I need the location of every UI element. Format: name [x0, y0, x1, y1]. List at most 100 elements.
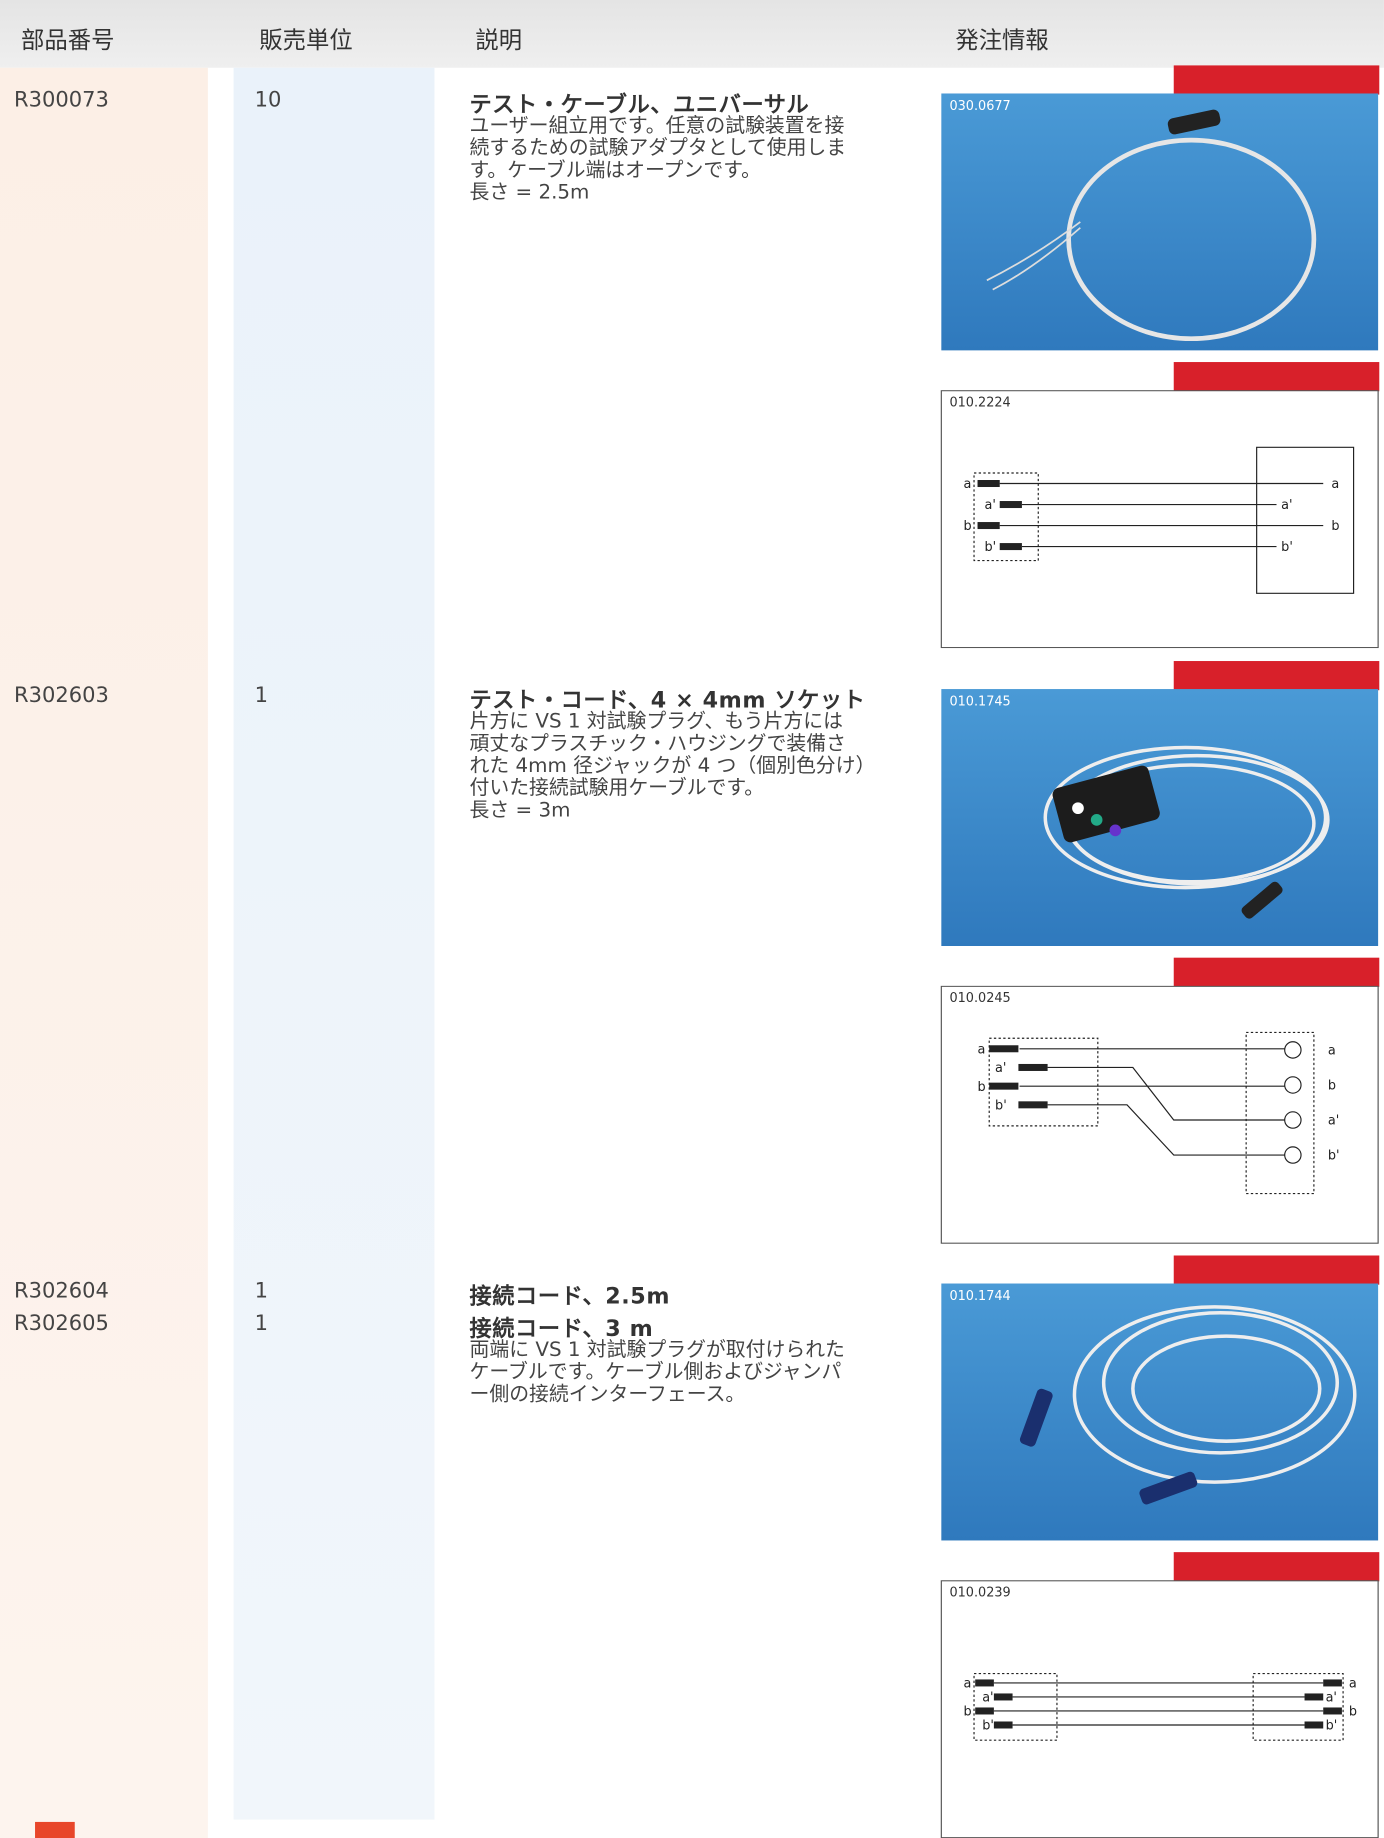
plug: [993, 1693, 1013, 1701]
jack: [1090, 814, 1103, 826]
wire: [1047, 1104, 1285, 1156]
plug: [975, 1707, 994, 1715]
wire-label: b: [964, 1705, 972, 1720]
description-line: ー側の接続インターフェース。: [469, 1382, 746, 1407]
red-tab: [1173, 65, 1380, 95]
socket-housing: [1052, 765, 1160, 843]
cable: [1066, 137, 1317, 342]
red-tab: [1173, 1552, 1380, 1582]
plug: [989, 1082, 1019, 1090]
jack: [1284, 1076, 1302, 1094]
diagram-frame: [940, 985, 1379, 1244]
part-number: R302604: [14, 1278, 109, 1304]
diagram-frame: [940, 390, 1379, 649]
product-photo: 010.1744: [941, 1283, 1379, 1541]
wire-label: a': [1326, 1691, 1337, 1706]
sales-unit: 1: [254, 1278, 268, 1304]
item-title: テスト・ケーブル、ユニバーサル: [469, 92, 810, 118]
header-band: [0, 0, 1384, 68]
plug: [975, 1679, 994, 1687]
logo-mark: [35, 1821, 75, 1838]
red-tab: [1173, 1255, 1380, 1285]
dotted-box: [988, 1037, 1099, 1127]
red-tab: [1173, 957, 1380, 987]
photo-code: 030.0677: [950, 99, 1011, 114]
wire-label: a: [964, 1677, 972, 1692]
part-number: R300073: [14, 87, 109, 113]
wire-label: b': [1328, 1149, 1340, 1164]
jack: [1284, 1146, 1302, 1164]
wire-label: a: [978, 1042, 986, 1057]
wire-label: b': [982, 1719, 994, 1734]
plug: [989, 1045, 1019, 1053]
plug: [999, 501, 1022, 509]
header-label: 発注情報: [955, 25, 1049, 54]
sales-unit: 1: [254, 1311, 268, 1337]
wiring-diagram: 010.0239 a a a' a' b b b' b': [940, 1580, 1379, 1838]
header-label: 販売単位: [259, 25, 353, 54]
product-photo: 010.1745: [941, 689, 1379, 946]
wire-label: a': [995, 1061, 1006, 1076]
wire-label: b': [985, 540, 997, 555]
diagram-frame: [940, 1580, 1379, 1838]
wire-label: a': [1281, 498, 1292, 513]
diagram-code: 010.0239: [950, 1586, 1011, 1601]
dotted-box: [973, 1673, 1058, 1741]
plug: [1018, 1063, 1048, 1071]
description-line: 長さ = 3m: [469, 798, 571, 823]
description-line: 付いた接続試験用ケーブルです。: [469, 776, 765, 801]
wire-label: b': [1281, 540, 1293, 555]
cable: [1101, 1310, 1339, 1455]
wire-label: b': [995, 1099, 1007, 1114]
sales-unit: 1: [254, 683, 268, 708]
wire-label: a: [1328, 1044, 1336, 1059]
part-number: R302603: [14, 683, 109, 708]
connector: [1167, 109, 1221, 135]
unit-column-bg: [233, 67, 435, 1820]
dotted-box: [1252, 1673, 1344, 1741]
plug: [977, 480, 1000, 488]
plug: [999, 543, 1022, 551]
wire-label: a': [982, 1691, 993, 1706]
plug: [1323, 1679, 1342, 1687]
diagram-code: 010.2224: [950, 395, 1011, 410]
wiring-diagram: 010.0245 a a' b b' a b a' b': [940, 985, 1379, 1244]
jack: [1072, 802, 1084, 815]
diagram-code: 010.0245: [950, 991, 1011, 1006]
description-line: 片方に VS 1 対試験プラグ、もう片方には: [469, 710, 843, 734]
wire-label: b: [1328, 1079, 1336, 1094]
wire-label: a': [985, 498, 996, 513]
connector: [1241, 881, 1283, 919]
wire-label: b': [1326, 1719, 1338, 1734]
sales-unit: 10: [254, 87, 282, 113]
wire-label: b: [1331, 519, 1339, 534]
header-label: 説明: [475, 25, 523, 54]
terminal-box: [1256, 446, 1355, 594]
description-line: ケーブルです。ケーブル側およびジャンパ: [469, 1360, 842, 1384]
photo-bg: [941, 93, 1379, 351]
item-title: テスト・コード、4 × 4mm ソケット: [469, 687, 866, 714]
red-tab: [1173, 362, 1380, 392]
wire-label: a: [964, 477, 972, 492]
product-photo: 030.0677: [941, 93, 1379, 351]
wire-label: b: [964, 519, 972, 534]
description-line: れた 4mm 径ジャックが 4 つ（個別色分け）: [469, 754, 876, 778]
wire-label: b: [1349, 1705, 1357, 1720]
cable: [986, 221, 1081, 291]
item-title: 接続コード、2.5m: [469, 1283, 671, 1310]
wire-label: a: [1349, 1677, 1357, 1692]
red-tab: [1173, 661, 1380, 691]
plug: [1323, 1707, 1342, 1715]
cable: [1131, 1334, 1322, 1443]
description-line: ユーザー組立用です。任意の試験装置を接: [469, 114, 845, 138]
photo-bg: [941, 689, 1379, 946]
connector: [1019, 1388, 1053, 1447]
description-line: 長さ = 2.5m: [469, 181, 590, 205]
photo-code: 010.1744: [950, 1289, 1011, 1304]
part-column-bg: [0, 67, 208, 1838]
jack: [1109, 824, 1122, 837]
cable: [1043, 745, 1328, 890]
description-line: 頑丈なプラスチック・ハウジングで装備さ: [469, 732, 846, 756]
